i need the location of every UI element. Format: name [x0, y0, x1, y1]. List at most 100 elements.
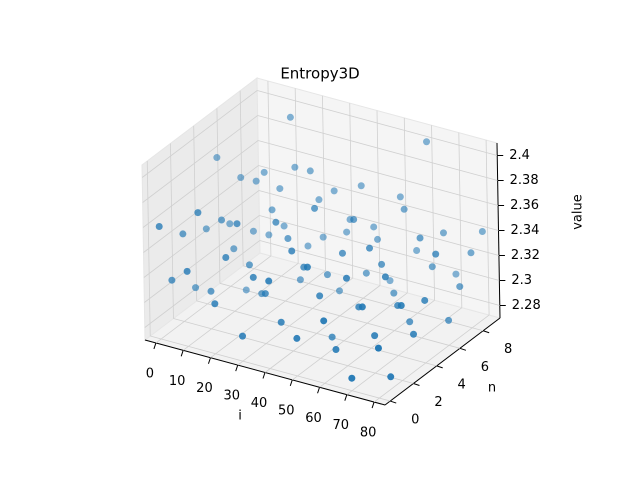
- grid-line: [144, 215, 260, 303]
- point: [296, 276, 304, 284]
- tick-mark: [436, 365, 443, 369]
- point: [207, 287, 215, 295]
- point: [445, 316, 453, 324]
- chart-title: Entropy3D: [280, 65, 359, 83]
- point: [467, 249, 475, 257]
- point: [252, 177, 260, 185]
- grid-line: [155, 255, 272, 344]
- point: [268, 206, 276, 214]
- grid-line: [143, 190, 260, 278]
- point: [306, 167, 314, 175]
- point: [366, 244, 374, 252]
- grid-line: [264, 285, 381, 373]
- point: [338, 249, 346, 257]
- point: [421, 296, 429, 304]
- point: [381, 273, 389, 281]
- grid-line: [142, 115, 258, 203]
- grid-line: [373, 314, 490, 403]
- point: [478, 228, 486, 235]
- point: [413, 247, 421, 255]
- tick-mark: [317, 387, 321, 394]
- tick-mark: [153, 342, 157, 350]
- x-tick-label: 80: [360, 426, 377, 441]
- point: [280, 222, 288, 230]
- tick-mark: [344, 394, 348, 401]
- point: [260, 168, 268, 176]
- point: [410, 330, 418, 338]
- grid-line: [259, 215, 500, 281]
- point: [286, 113, 294, 121]
- point: [323, 271, 331, 279]
- z-tick-label: 2.28: [512, 298, 541, 313]
- z-tick-label: 2.36: [510, 198, 539, 213]
- point: [316, 292, 324, 300]
- grid-line: [173, 318, 414, 384]
- x-tick-label: 70: [333, 418, 350, 433]
- point: [265, 277, 273, 285]
- y-tick-label: 6: [481, 360, 489, 375]
- point: [213, 154, 221, 162]
- point: [370, 223, 378, 231]
- point: [423, 138, 431, 146]
- x-tick-label: 40: [251, 396, 268, 411]
- grid-line: [258, 190, 500, 256]
- grid-line: [243, 265, 484, 332]
- grid-line: [259, 240, 500, 306]
- point: [396, 193, 404, 201]
- point: [288, 247, 296, 255]
- point: [387, 373, 395, 381]
- point: [350, 215, 358, 223]
- grid-line: [292, 292, 408, 381]
- tick-mark: [413, 382, 420, 386]
- grid-line: [346, 307, 463, 395]
- tick-mark: [390, 400, 397, 404]
- point: [357, 182, 365, 190]
- grid-line: [319, 299, 435, 388]
- point: [265, 231, 273, 239]
- tick-mark: [459, 347, 467, 351]
- grid-line: [150, 335, 391, 402]
- x-tick-label: 0: [146, 366, 154, 381]
- point: [222, 253, 230, 261]
- x-tick-label: 50: [278, 403, 295, 418]
- x-tick-label: 30: [223, 389, 240, 404]
- tick-mark: [235, 364, 239, 372]
- grid-line: [196, 300, 437, 367]
- point: [272, 218, 280, 226]
- y-tick-label: 8: [504, 342, 512, 357]
- z-tick-label: 2.34: [511, 223, 540, 238]
- x-tick-label: 60: [305, 411, 322, 426]
- x-tick-label: 20: [196, 381, 213, 396]
- point: [320, 317, 328, 325]
- point: [277, 318, 285, 326]
- y-axis-line: [384, 317, 501, 406]
- point: [218, 216, 226, 224]
- point: [249, 227, 257, 235]
- point: [378, 260, 386, 268]
- grid-line: [182, 263, 299, 351]
- point: [168, 276, 176, 284]
- point: [386, 277, 394, 285]
- point: [230, 245, 238, 253]
- grid-line: [258, 165, 499, 231]
- point: [233, 220, 241, 228]
- z-axis-label: value: [571, 194, 586, 230]
- z-tick-label: 2.4: [509, 148, 530, 163]
- point: [276, 185, 284, 193]
- point: [245, 261, 253, 269]
- point: [335, 287, 343, 295]
- point: [315, 196, 323, 204]
- tick-mark: [289, 379, 293, 387]
- point: [249, 273, 257, 281]
- point: [428, 263, 436, 271]
- tick-mark: [180, 350, 184, 357]
- point: [371, 332, 379, 340]
- y-tick-label: 4: [458, 377, 466, 392]
- point: [179, 230, 187, 238]
- tick-mark: [371, 401, 375, 409]
- point: [183, 267, 191, 275]
- point: [390, 289, 398, 297]
- point: [237, 173, 245, 181]
- point: [439, 229, 447, 237]
